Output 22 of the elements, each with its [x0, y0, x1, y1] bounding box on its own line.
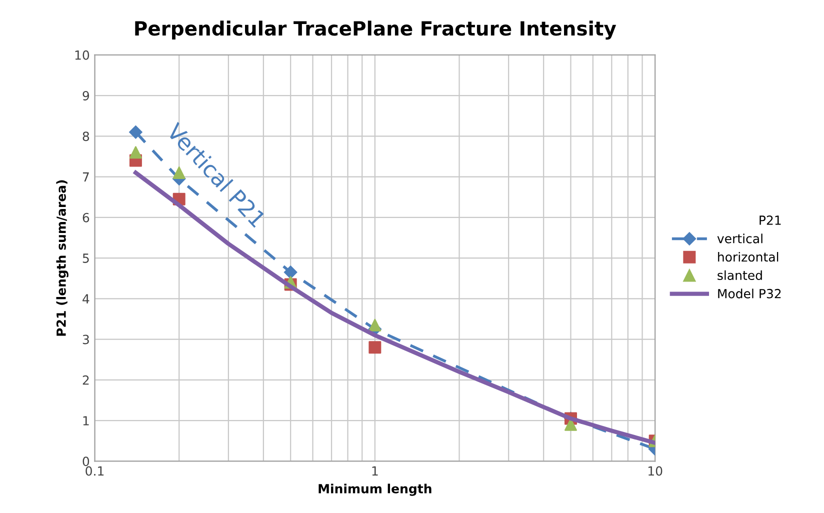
y-axis-title: P21 (length sum/area) — [56, 180, 68, 336]
x-tick-label: 0.1 — [86, 466, 104, 476]
x-tick-label: 1 — [372, 466, 378, 476]
y-tick-label: 3 — [82, 334, 89, 344]
x-axis-title: Minimum length — [318, 484, 432, 496]
y-tick-label: 8 — [82, 132, 90, 142]
chart-title: Perpendicular TracePlane Fracture Intensity — [135, 20, 616, 40]
x-tick-label: 10 — [648, 466, 662, 476]
legend-label: slanted — [718, 270, 762, 280]
legend-label: Model P32 — [718, 288, 781, 298]
y-tick-label: 5 — [82, 254, 89, 263]
y-tick-label: 9 — [82, 90, 90, 100]
y-tick-label: 7 — [82, 172, 89, 182]
y-tick-label: 0 — [82, 456, 90, 466]
legend-title: P21 — [760, 216, 781, 225]
y-tick-label: 4 — [82, 294, 90, 304]
y-tick-label: 1 — [83, 416, 89, 426]
y-tick-label: 6 — [82, 212, 90, 222]
legend-label: horizontal — [718, 252, 778, 262]
y-tick-label: 10 — [75, 50, 90, 60]
legend-label: vertical — [717, 234, 762, 244]
y-tick-label: 2 — [82, 375, 89, 385]
